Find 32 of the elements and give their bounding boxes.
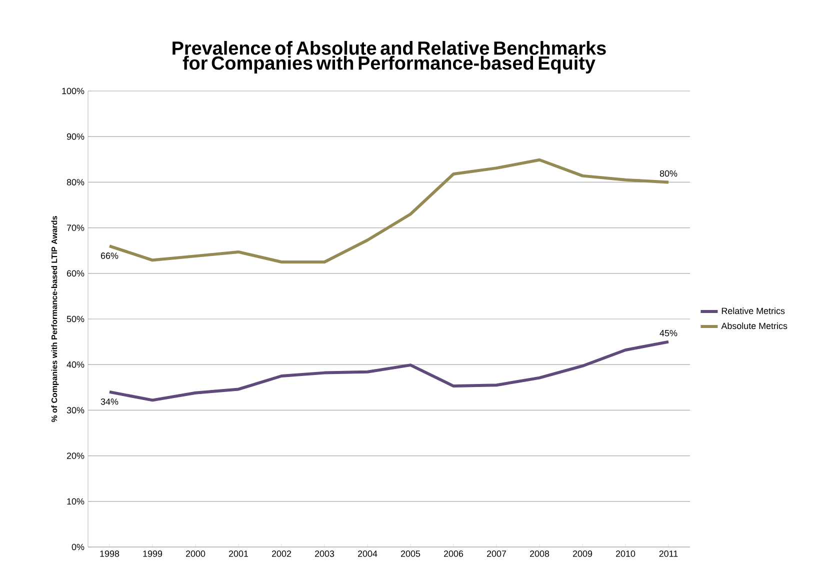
x-tick-label: 2004 [358,550,378,557]
y-tick-label: 20% [66,452,84,459]
data-label: 80% [660,170,678,177]
x-tick-label: 2003 [314,550,334,557]
x-tick-label: 1998 [100,550,120,557]
x-tick-label: 2008 [530,550,550,557]
y-tick-label: 40% [66,361,84,368]
x-tick-label: 2009 [572,550,592,557]
y-tick-label: 0% [72,544,84,550]
y-tick-label: 50% [66,316,84,322]
legend-label: Relative Metrics [722,308,785,314]
x-tick-label: 2002 [272,550,292,557]
data-label: 66% [100,252,118,259]
y-tick-label: 30% [66,407,84,414]
y-tick-label: 100% [62,88,84,94]
x-tick-label: 2011 [659,550,678,557]
y-tick-label: 70% [66,224,84,231]
chart-title: Prevalence of Absolute and Relative Benchmarks for Companies with Performance-based Equity [172,40,606,74]
y-tick-label: 10% [67,498,84,505]
y-tick-label: 60% [66,270,84,277]
x-tick-label: 1999 [143,550,162,557]
data-label: 45% [660,330,678,336]
legend-label: Absolute Metrics [721,322,788,330]
y-tick-label: 90% [66,133,84,140]
y-tick-label: 80% [66,179,84,186]
x-tick-label: 2010 [616,550,636,557]
x-tick-label: 2000 [186,550,206,557]
data-label: 34% [100,398,118,405]
x-tick-label: 2007 [486,550,506,557]
x-tick-label: 2005 [400,550,420,557]
x-tick-label: 2006 [444,550,464,557]
x-tick-label: 2001 [228,550,248,557]
